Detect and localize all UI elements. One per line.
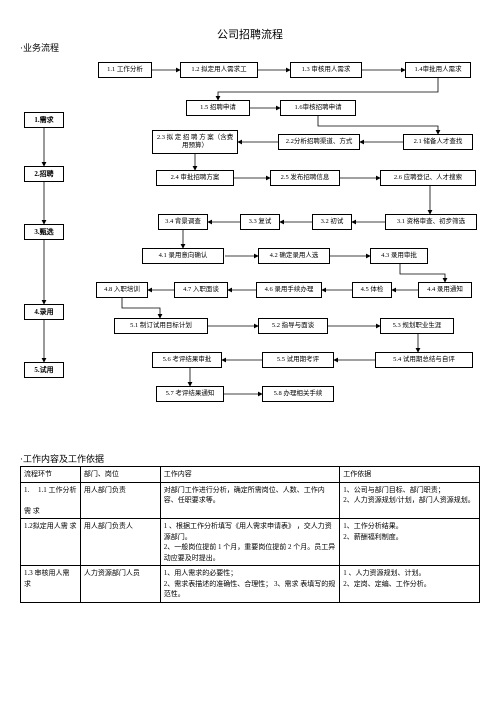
- node-1-3: 1.3 审核用人需求: [290, 62, 362, 78]
- table-header-row: 流程环节 部门、岗位 工作内容 工作依据: [21, 467, 480, 483]
- node-2-3: 2.3 拟 定 招 聘 方 案（含费用预算）: [152, 130, 238, 154]
- stage-5: 5.试用: [24, 362, 64, 378]
- node-1-4: 1.4审批用人需求: [405, 62, 471, 78]
- section2-title: ·工作内容及工作依据: [20, 452, 104, 465]
- flowchart: 1.需求 2.招聘 3.甄选 4.录用 5.试用 1.1 工作分析 1.2 拟定…: [0, 52, 500, 452]
- node-5-4: 5.4 试用期总结与自评: [375, 352, 473, 368]
- node-5-3: 5.3 规划职业生涯: [380, 318, 454, 334]
- cell-content: 1、用人需求的必要性； 2、需求表描述的准确性、合理性； 3、需求 表填写的规范…: [160, 566, 340, 603]
- cell-stage: 1.2拟定用人需 求: [21, 519, 81, 566]
- cell-basis: 1、工作分析结果。 2、薪酬福利制度。: [340, 519, 480, 566]
- node-4-3: 4.3 录用审批: [370, 248, 428, 264]
- node-4-1: 4.1 录用意向确认: [142, 248, 224, 264]
- node-3-3: 3.3 复试: [240, 214, 280, 230]
- node-1-2: 1.2 拟定用人需求工: [180, 62, 258, 78]
- work-content-table: 流程环节 部门、岗位 工作内容 工作依据 1. 1.1 工作分析 需 求 用人部…: [20, 466, 480, 603]
- node-4-8: 4.8 入职培训: [96, 282, 148, 298]
- stage-2: 2.招聘: [24, 166, 64, 182]
- th-basis: 工作依据: [340, 467, 480, 483]
- page-title: 公司招聘流程: [0, 26, 500, 42]
- node-4-2: 4.2 确定录用人选: [258, 248, 330, 264]
- node-5-2: 5.2 指导与面谈: [258, 318, 328, 334]
- node-3-1: 3.1 资格审查、初步筛选: [385, 214, 477, 230]
- cell-basis: 1 、人力资源规划、计划。 2、定岗、定编、工作分析。: [340, 566, 480, 603]
- cell-stage: 1. 1.1 工作分析 需 求: [21, 482, 81, 519]
- node-2-5: 2.5 发布招聘信息: [270, 170, 340, 186]
- node-4-4: 4.4 录用通知: [418, 282, 472, 298]
- node-4-6: 4.6 录用手续办理: [256, 282, 322, 298]
- node-1-1: 1.1 工作分析: [98, 62, 152, 78]
- cell-dept: 用人部门负责: [80, 482, 160, 519]
- th-content: 工作内容: [160, 467, 340, 483]
- cell-basis: 1、公司与部门目标、部门职责； 2、人力资源规划/计划，部门人资源规划。: [340, 482, 480, 519]
- node-1-6: 1.6审核招聘申请: [280, 100, 356, 116]
- th-stage: 流程环节: [21, 467, 81, 483]
- cell-dept: 用人部门负责人: [80, 519, 160, 566]
- node-2-2: 2.2分析招聘渠道、方式: [278, 134, 360, 150]
- node-2-1: 2.1 储备人才查找: [403, 134, 473, 150]
- stage-sub: 需 求: [24, 507, 40, 515]
- node-3-4: 3.4 背景调查: [158, 214, 208, 230]
- node-2-6: 2.6 应聘登记、人才搜索: [380, 170, 476, 186]
- step-label: 1.1 工作分析: [38, 486, 77, 494]
- th-dept: 部门、岗位: [80, 467, 160, 483]
- node-5-6: 5.6 考评结果审批: [152, 352, 222, 368]
- node-2-4: 2.4 审批招聘方案: [156, 170, 234, 186]
- cell-content: 对部门工作进行分析，确定所需岗位、人数、工作内容、任职要求等。: [160, 482, 340, 519]
- node-4-7: 4.7 入职面谈: [174, 282, 228, 298]
- cell-stage: 1.3 审核用人需 求: [21, 566, 81, 603]
- stage-3: 3.甄选: [24, 224, 64, 240]
- table-row: 1.3 审核用人需 求 人力资源部门人员 1、用人需求的必要性； 2、需求表描述…: [21, 566, 480, 603]
- node-5-1: 5.1 制订试用目标计划: [114, 318, 208, 334]
- node-5-8: 5.8 办理相关手续: [262, 386, 334, 402]
- node-1-5: 1.5 招聘申请: [186, 100, 250, 116]
- table-row: 1. 1.1 工作分析 需 求 用人部门负责 对部门工作进行分析，确定所需岗位、…: [21, 482, 480, 519]
- stage-4: 4.录用: [24, 304, 64, 320]
- node-3-2: 3.2 初试: [312, 214, 352, 230]
- stage-1: 1.需求: [24, 112, 64, 128]
- cell-dept: 人力资源部门人员: [80, 566, 160, 603]
- stage-num: 1.: [24, 486, 29, 494]
- node-5-7: 5.7 考评结果通知: [156, 386, 224, 402]
- cell-content: 1 、根据工作分析填写《用人需求申请表》 ，交人力资源部门。 2、一般岗位提前 …: [160, 519, 340, 566]
- node-5-5: 5.5 试用期考评: [262, 352, 334, 368]
- node-4-5: 4.5 体检: [352, 282, 392, 298]
- table-row: 1.2拟定用人需 求 用人部门负责人 1 、根据工作分析填写《用人需求申请表》 …: [21, 519, 480, 566]
